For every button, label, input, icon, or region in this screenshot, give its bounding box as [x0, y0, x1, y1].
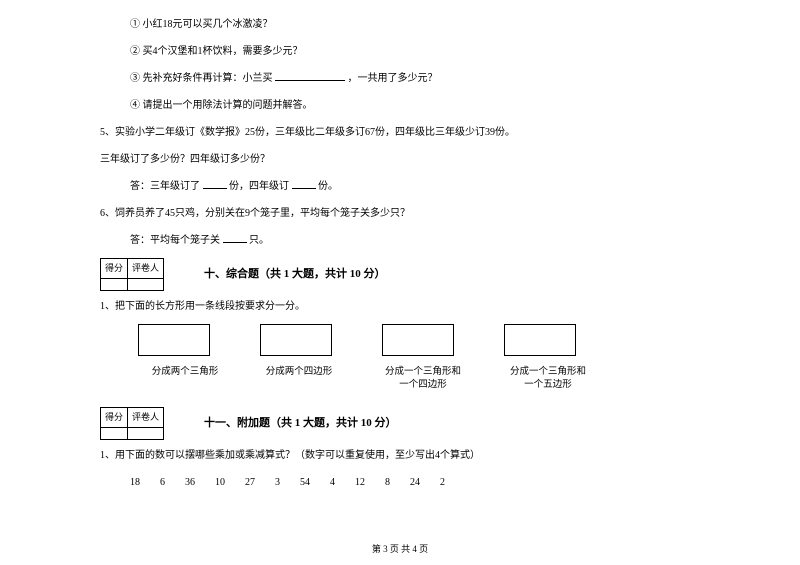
caption-2: 分成两个四边形 — [240, 366, 358, 393]
score-cell[interactable] — [101, 279, 128, 291]
q5-ans-post: 份。 — [318, 181, 338, 192]
question-5-answer: 答：三年级订了 份，四年级订 份。 — [100, 177, 700, 196]
score-col-label: 得分 — [101, 259, 128, 279]
q5-ans-pre: 答：三年级订了 — [130, 181, 200, 192]
question-6-line1: 6、饲养员养了45只鸡，分别关在9个笼子里，平均每个笼子关多少只？ — [100, 204, 700, 223]
section-10-q1: 1、把下面的长方形用一条线段按要求分一分。 — [100, 297, 700, 316]
q3-pre: ③ 先补充好条件再计算：小兰买 — [130, 73, 273, 84]
caption-4a: 分成一个三角形和 — [510, 367, 586, 377]
sub-question-4: ④ 请提出一个用除法计算的问题并解答。 — [100, 96, 700, 115]
question-6-answer: 答：平均每个笼子关 只。 — [100, 231, 700, 250]
section-10-header: 得分 评卷人 十、综合题（共 1 大题，共计 10 分） — [100, 258, 700, 291]
q3-post: ，一共用了多少元？ — [348, 73, 438, 84]
blank-fill[interactable] — [292, 179, 316, 189]
sub-question-3: ③ 先补充好条件再计算：小兰买 ，一共用了多少元？ — [100, 69, 700, 88]
score-col-label: 得分 — [101, 407, 128, 427]
caption-row: 分成两个三角形 分成两个四边形 分成一个三角形和 一个四边形 分成一个三角形和 … — [100, 366, 700, 393]
section-11-q1: 1、用下面的数可以摆哪些乘加或乘减算式？（数字可以重复使用，至少写出4个算式） — [100, 446, 700, 465]
grader-col-label: 评卷人 — [128, 259, 164, 279]
grader-cell[interactable] — [128, 279, 164, 291]
blank-fill[interactable] — [203, 179, 227, 189]
question-5-line2: 三年级订了多少份？四年级订多少份？ — [100, 150, 700, 169]
score-cell[interactable] — [101, 427, 128, 439]
rectangle-1[interactable] — [138, 324, 210, 356]
caption-3a: 分成一个三角形和 — [385, 367, 461, 377]
sub-question-1: ① 小红18元可以买几个冰激凌？ — [100, 15, 700, 34]
rectangle-2[interactable] — [260, 324, 332, 356]
exam-page: ① 小红18元可以买几个冰激凌？ ② 买4个汉堡和1杯饮料，需要多少元？ ③ 先… — [0, 0, 800, 492]
section-11-header: 得分 评卷人 十一、附加题（共 1 大题，共计 10 分） — [100, 407, 700, 440]
caption-4: 分成一个三角形和 一个五边形 — [488, 366, 608, 393]
rectangle-row — [100, 324, 700, 356]
score-table: 得分 评卷人 — [100, 407, 164, 440]
rectangle-4[interactable] — [504, 324, 576, 356]
caption-1: 分成两个三角形 — [130, 366, 240, 393]
blank-fill[interactable] — [275, 71, 345, 81]
q5-ans-mid: 份，四年级订 — [229, 181, 289, 192]
page-footer: 第 3 页 共 4 页 — [0, 542, 800, 555]
q6-ans-post: 只。 — [249, 235, 269, 246]
q6-ans-pre: 答：平均每个笼子关 — [130, 235, 220, 246]
section-10-title: 十、综合题（共 1 大题，共计 10 分） — [204, 264, 386, 285]
question-5-line1: 5、实验小学二年级订《数学报》25份，三年级比二年级多订67份，四年级比三年级少… — [100, 123, 700, 142]
section-11-title: 十一、附加题（共 1 大题，共计 10 分） — [204, 413, 397, 434]
caption-3: 分成一个三角形和 一个四边形 — [358, 366, 488, 393]
grader-cell[interactable] — [128, 427, 164, 439]
blank-fill[interactable] — [223, 233, 247, 243]
caption-4b: 一个五边形 — [524, 380, 572, 390]
number-list: 18 6 36 10 27 3 54 4 12 8 24 2 — [100, 473, 700, 492]
score-table: 得分 评卷人 — [100, 258, 164, 291]
grader-col-label: 评卷人 — [128, 407, 164, 427]
rectangle-3[interactable] — [382, 324, 454, 356]
caption-3b: 一个四边形 — [399, 380, 447, 390]
sub-question-2: ② 买4个汉堡和1杯饮料，需要多少元？ — [100, 42, 700, 61]
